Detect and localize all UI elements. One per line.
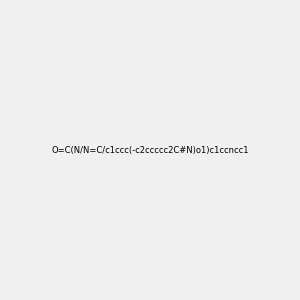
- Text: O=C(N/N=C/c1ccc(-c2ccccc2C#N)o1)c1ccncc1: O=C(N/N=C/c1ccc(-c2ccccc2C#N)o1)c1ccncc1: [51, 146, 249, 154]
